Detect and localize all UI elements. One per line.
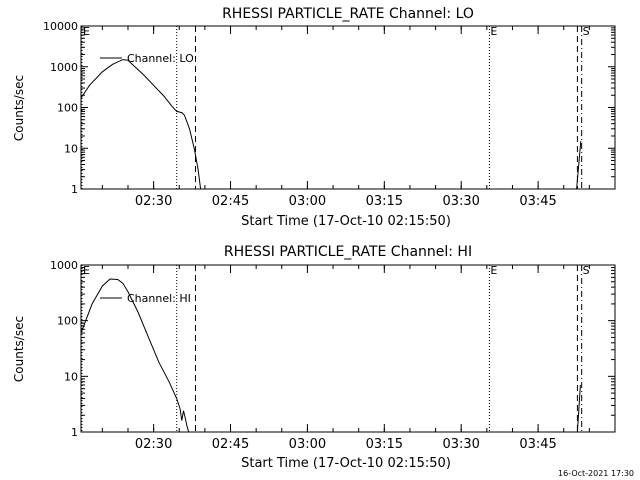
x-tick-label: 02:45 — [212, 194, 249, 209]
y-tick-label: 1 — [71, 183, 78, 196]
event-marker-label: S — [583, 25, 590, 38]
x-tick-label: 02:30 — [135, 194, 172, 209]
y-axis-label-hi: Counts/sec — [12, 316, 26, 382]
x-ticks-hi: 02:30 02:45 03:00 03:15 03:30 03:45 — [101, 265, 616, 452]
legend-label-lo: Channel: LO — [127, 52, 194, 65]
series-line — [576, 384, 581, 433]
plot-frame-hi — [80, 264, 616, 433]
event-marker-label: E — [83, 25, 90, 38]
y-tick-label: 1000 — [50, 61, 78, 74]
x-ticks-lo: 02:30 02:45 03:00 03:15 03:30 03:45 — [101, 26, 616, 209]
y-tick-label: 10000 — [43, 20, 78, 33]
chart-title-lo: RHESSI PARTICLE_RATE Channel: LO — [222, 6, 474, 22]
y-tick-label: 100 — [57, 102, 78, 115]
event-marker-label: E — [83, 264, 90, 277]
y-tick-label: 1 — [71, 426, 78, 439]
x-tick-label: 03:15 — [366, 194, 403, 209]
y-tick-label: 10 — [64, 370, 78, 383]
series-lines-lo — [80, 59, 582, 190]
x-tick-label: 02:45 — [212, 437, 249, 452]
series-line — [80, 59, 202, 190]
x-tick-label: 03:15 — [366, 437, 403, 452]
x-tick-label: 02:30 — [135, 437, 172, 452]
y-tick-label: 100 — [57, 315, 78, 328]
x-tick-label: 03:00 — [289, 437, 326, 452]
series-line — [80, 278, 190, 433]
x-axis-label-lo: Start Time (17-Oct-10 02:15:50) — [241, 214, 451, 229]
timestamp-stamp: 16-Oct-2021 17:30 — [558, 469, 634, 478]
y-axis-label-lo: Counts/sec — [12, 75, 26, 141]
series-lines-hi — [80, 278, 581, 433]
x-axis-label-hi: Start Time (17-Oct-10 02:15:50) — [241, 456, 451, 471]
y-ticks-hi: 1 10 100 1000 — [50, 259, 615, 439]
event-marker-label: E — [490, 25, 497, 38]
x-tick-label: 03:00 — [289, 194, 326, 209]
series-line — [576, 141, 582, 190]
legend-label-hi: Channel: HI — [127, 292, 191, 305]
x-tick-label: 03:45 — [519, 194, 556, 209]
panel-lo-chart: RHESSI PARTICLE_RATE Channel: LO 1101001… — [12, 6, 616, 229]
chart-title-hi: RHESSI PARTICLE_RATE Channel: HI — [224, 244, 472, 260]
x-tick-label: 03:45 — [519, 437, 556, 452]
y-ticks-lo: 1 10 100 1000 10000 — [43, 20, 615, 196]
y-tick-label: 1000 — [50, 259, 78, 272]
legend-hi: Channel: HI — [100, 292, 191, 305]
plot-frame-lo — [80, 25, 616, 190]
event-marker-label: S — [583, 264, 590, 277]
y-tick-label: 10 — [64, 142, 78, 155]
x-tick-label: 03:30 — [442, 437, 479, 452]
event-marker-label: E — [490, 264, 497, 277]
x-tick-label: 03:30 — [442, 194, 479, 209]
panel-hi-chart: RHESSI PARTICLE_RATE Channel: HI 1101001… — [12, 244, 616, 471]
legend-lo: Channel: LO — [100, 52, 194, 65]
